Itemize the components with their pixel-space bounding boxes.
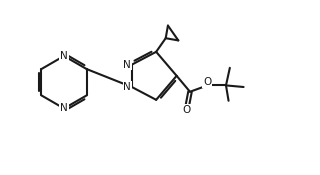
Text: N: N [60,103,68,113]
Text: N: N [124,60,131,70]
Text: O: O [183,105,191,115]
Text: N: N [124,82,131,92]
Text: N: N [60,51,68,61]
Text: O: O [203,77,212,87]
